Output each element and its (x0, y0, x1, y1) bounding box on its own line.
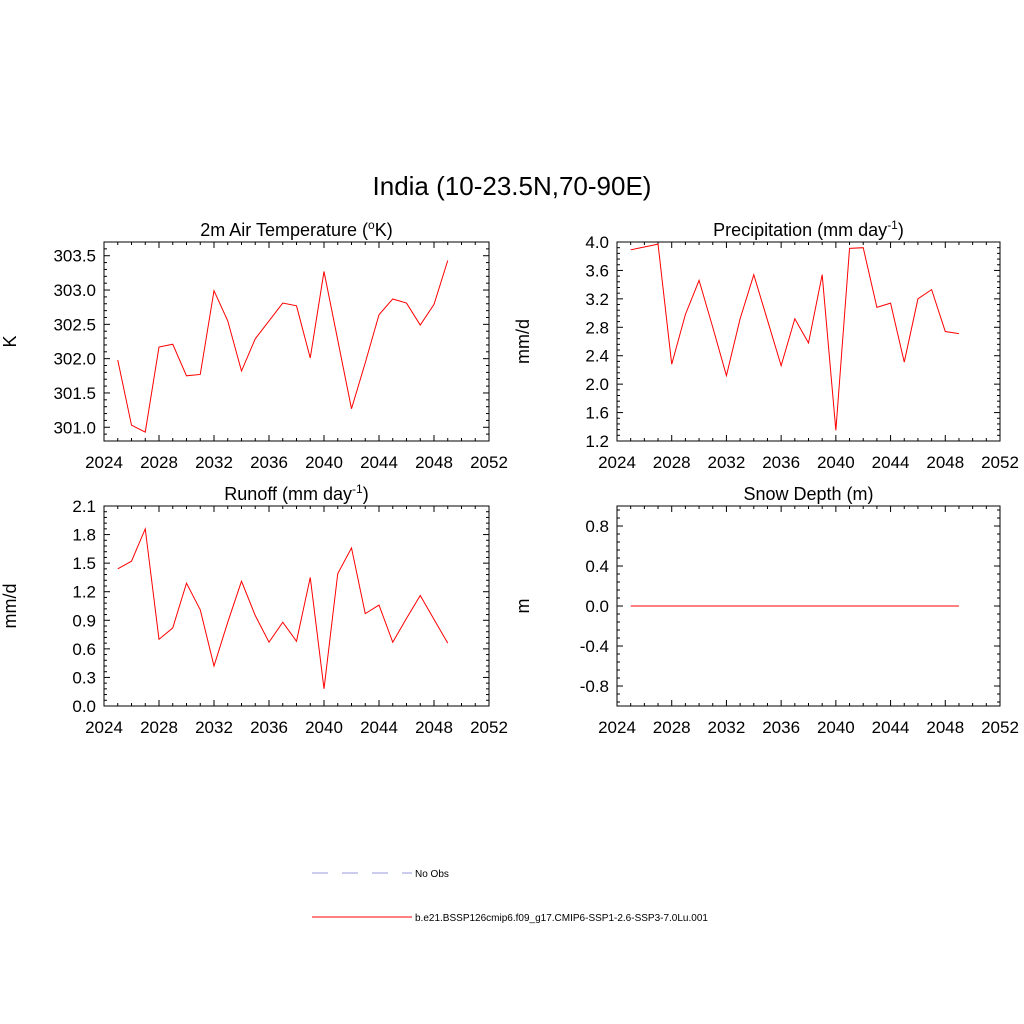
y-axis-label: K (0, 335, 20, 347)
legend: No Obs b.e21.BSSP126cmip6.f09_g17.CMIP6-S… (312, 869, 708, 924)
x-tick-label: 2052 (981, 718, 1019, 737)
y-tick-label: 1.2 (72, 583, 96, 602)
y-tick-label: 0.3 (72, 668, 96, 687)
figure-title: India (10-23.5N,70-90E) (373, 171, 652, 201)
series-line-1 (117, 260, 449, 433)
y-tick-label: -0.8 (580, 677, 609, 696)
y-tick-label: 0.9 (72, 611, 96, 630)
x-tick-label: 2048 (926, 718, 964, 737)
x-tick-label: 2036 (762, 453, 800, 472)
y-tick-label: 1.2 (585, 432, 609, 451)
series-line-1 (117, 526, 449, 689)
y-tick-label: 2.4 (585, 347, 609, 366)
y-tick-label: 3.6 (585, 261, 609, 280)
y-tick-label: 1.5 (72, 554, 96, 573)
x-tick-label: 2052 (470, 718, 508, 737)
x-tick-label: 2052 (470, 453, 508, 472)
x-tick-label: 2028 (653, 453, 691, 472)
panel-title-superscript: -1 (887, 218, 898, 232)
y-tick-label: 0.8 (585, 517, 609, 536)
panel-title-base: Snow Depth (m) (743, 484, 873, 504)
legend-item-1: No Obs (312, 869, 449, 880)
x-tick-label: 2044 (872, 718, 910, 737)
y-axis-label: mm/d (0, 584, 20, 629)
x-tick-label: 2032 (708, 718, 746, 737)
x-tick-label: 2028 (140, 718, 178, 737)
y-tick-label: 302.5 (53, 315, 96, 334)
x-tick-label: 2040 (817, 718, 855, 737)
x-tick-label: 2040 (305, 453, 343, 472)
x-tick-label: 2048 (926, 453, 964, 472)
panel-title-base: Precipitation (mm day (713, 220, 887, 240)
x-tick-label: 2048 (415, 718, 453, 737)
y-tick-label: 301.0 (53, 418, 96, 437)
y-tick-label: 302.0 (53, 350, 96, 369)
plot-frame (103, 241, 490, 442)
x-tick-label: 2036 (250, 453, 288, 472)
x-tick-label: 2024 (598, 718, 636, 737)
y-tick-label: 1.8 (72, 526, 96, 545)
panel-title-tail: ) (898, 220, 904, 240)
panels: 2024 2028 2032 2036 2040 2044 2048 2052 301.0 301… (0, 218, 1019, 737)
chart-panel-1: 2024 2028 2032 2036 2040 2044 2048 2052 301.0 301… (0, 218, 508, 472)
x-tick-label: 2044 (360, 718, 398, 737)
y-tick-label: 2.8 (585, 318, 609, 337)
y-tick-label: 2.0 (585, 375, 609, 394)
x-tick-label: 2024 (85, 453, 123, 472)
y-tick-label: 2.1 (72, 497, 96, 516)
panel-title-base: Runoff (mm day (224, 484, 352, 504)
x-tick-label: 2048 (415, 453, 453, 472)
y-tick-label: -0.4 (580, 637, 609, 656)
y-tick-label: 4.0 (585, 233, 609, 252)
panel-title: 2m Air Temperature (oK) (200, 218, 392, 240)
x-tick-label: 2032 (195, 453, 233, 472)
legend-item-2: b.e21.BSSP126cmip6.f09_g17.CMIP6-SSP1-2.… (312, 913, 708, 924)
x-tick-label: 2024 (85, 718, 123, 737)
x-tick-label: 2040 (817, 453, 855, 472)
panel-title: Runoff (mm day-1) (224, 482, 368, 504)
x-tick-label: 2028 (653, 718, 691, 737)
legend-label: b.e21.BSSP126cmip6.f09_g17.CMIP6-SSP1-2.… (415, 913, 708, 924)
x-tick-label: 2040 (305, 718, 343, 737)
x-tick-label: 2028 (140, 453, 178, 472)
x-tick-label: 2044 (872, 453, 910, 472)
x-tick-label: 2024 (598, 453, 636, 472)
y-tick-label: 0.0 (72, 697, 96, 716)
x-tick-label: 2052 (981, 453, 1019, 472)
y-tick-label: 303.5 (53, 247, 96, 266)
y-axis-label: m (513, 599, 533, 614)
x-tick-label: 2032 (708, 453, 746, 472)
y-tick-label: 0.4 (585, 557, 609, 576)
chart-panel-2: 2024 2028 2032 2036 2040 2044 2048 2052 1.2 1.6 2.… (513, 218, 1019, 472)
panel-title-tail: K) (375, 220, 393, 240)
y-tick-label: 303.0 (53, 281, 96, 300)
chart-panel-4: 2024 2028 2032 2036 2040 2044 2048 2052 -0.8 -0.4… (513, 484, 1019, 737)
y-tick-label: 3.2 (585, 290, 609, 309)
panel-title-tail: ) (363, 484, 369, 504)
panel-title-superscript: o (368, 218, 375, 232)
x-tick-label: 2036 (250, 718, 288, 737)
panel-title-superscript: -1 (352, 482, 363, 496)
y-tick-label: 301.5 (53, 384, 96, 403)
panel-title: Precipitation (mm day-1) (713, 218, 904, 240)
series-line-1 (630, 243, 960, 431)
x-tick-label: 2032 (195, 718, 233, 737)
x-tick-label: 2044 (360, 453, 398, 472)
y-tick-label: 1.6 (585, 404, 609, 423)
panel-title: Snow Depth (m) (743, 484, 873, 504)
plot-frame (103, 505, 490, 707)
chart-panel-3: 2024 2028 2032 2036 2040 2044 2048 2052 0.0 0.3 0.… (0, 482, 508, 737)
x-tick-label: 2036 (762, 718, 800, 737)
y-axis-label: mm/d (513, 319, 533, 364)
panel-title-base: 2m Air Temperature ( (200, 220, 368, 240)
legend-label: No Obs (415, 869, 449, 880)
y-tick-label: 0.0 (585, 597, 609, 616)
y-tick-label: 0.6 (72, 640, 96, 659)
